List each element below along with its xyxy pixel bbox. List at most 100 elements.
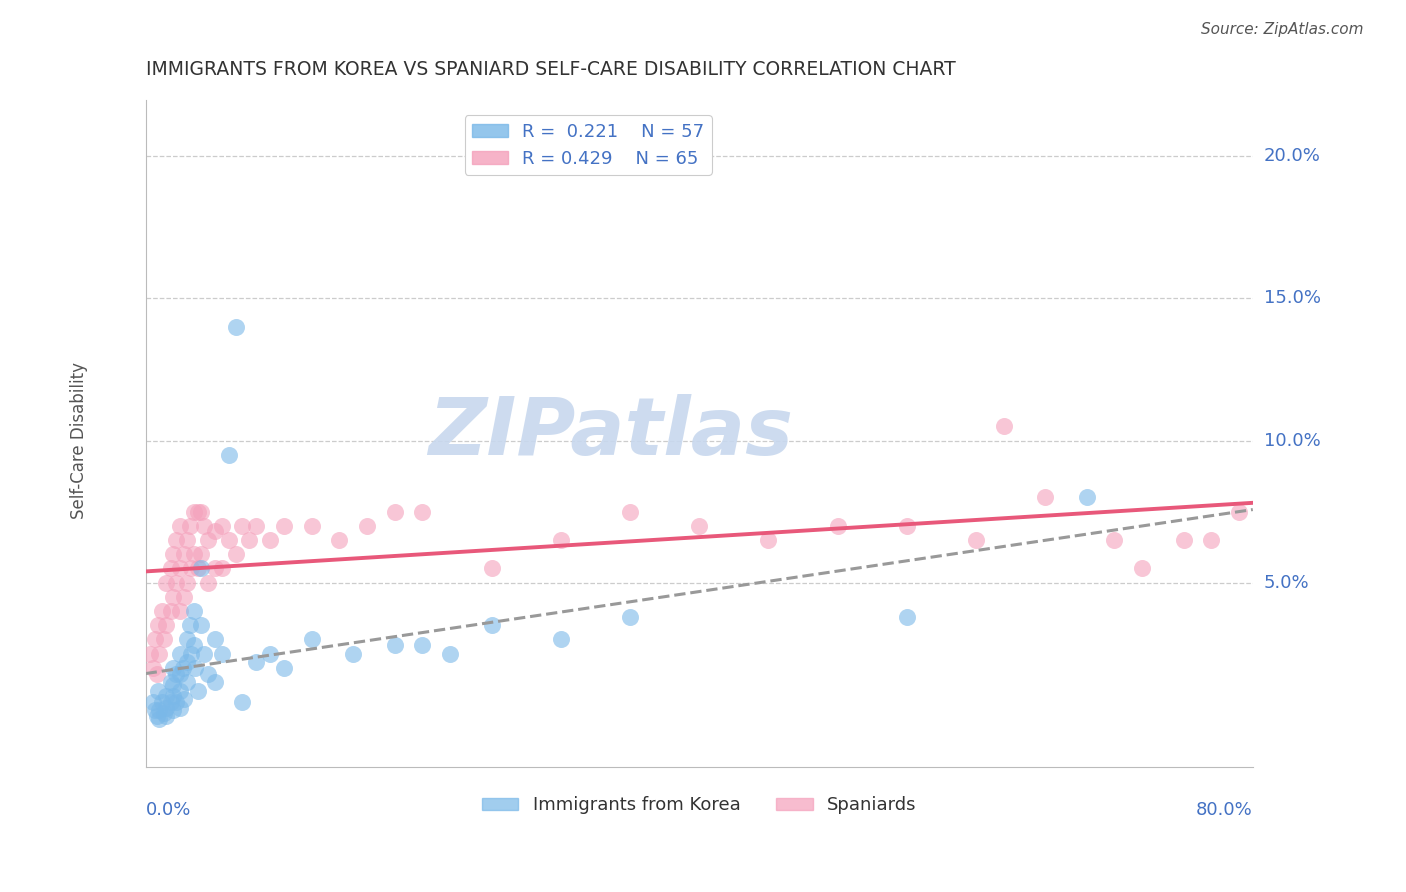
- Point: [165, 575, 187, 590]
- Point: [211, 518, 233, 533]
- Text: IMMIGRANTS FROM KOREA VS SPANIARD SELF-CARE DISABILITY CORRELATION CHART: IMMIGRANTS FROM KOREA VS SPANIARD SELF-C…: [146, 60, 955, 78]
- Point: [190, 504, 212, 518]
- Point: [896, 609, 918, 624]
- Point: [184, 661, 207, 675]
- Text: Source: ZipAtlas.com: Source: ZipAtlas.com: [1201, 22, 1364, 37]
- Point: [176, 533, 198, 547]
- Point: [159, 695, 181, 709]
- Point: [150, 695, 173, 709]
- Point: [384, 638, 406, 652]
- Text: 20.0%: 20.0%: [1264, 147, 1320, 165]
- Point: [152, 632, 174, 647]
- Point: [169, 683, 191, 698]
- Point: [179, 518, 201, 533]
- Point: [169, 647, 191, 661]
- Point: [896, 518, 918, 533]
- Point: [1033, 491, 1056, 505]
- Point: [172, 661, 194, 675]
- Point: [1227, 504, 1250, 518]
- Point: [162, 690, 184, 704]
- Point: [141, 695, 163, 709]
- Point: [225, 547, 247, 561]
- Point: [165, 666, 187, 681]
- Point: [211, 647, 233, 661]
- Point: [173, 547, 195, 561]
- Point: [148, 647, 170, 661]
- Point: [384, 504, 406, 518]
- Point: [439, 647, 461, 661]
- Point: [245, 518, 267, 533]
- Point: [259, 647, 281, 661]
- Point: [225, 319, 247, 334]
- Point: [159, 675, 181, 690]
- Point: [179, 618, 201, 632]
- Point: [619, 609, 641, 624]
- Point: [190, 561, 212, 575]
- Point: [550, 632, 572, 647]
- Point: [146, 618, 169, 632]
- Point: [190, 547, 212, 561]
- Point: [328, 533, 350, 547]
- Point: [187, 504, 209, 518]
- Point: [173, 692, 195, 706]
- Point: [176, 655, 198, 669]
- Point: [204, 524, 226, 539]
- Point: [169, 700, 191, 714]
- Point: [273, 661, 295, 675]
- Point: [155, 575, 177, 590]
- Point: [176, 575, 198, 590]
- Point: [1173, 533, 1195, 547]
- Legend: Immigrants from Korea, Spaniards: Immigrants from Korea, Spaniards: [475, 789, 924, 822]
- Point: [411, 638, 433, 652]
- Point: [411, 504, 433, 518]
- Point: [159, 604, 181, 618]
- Point: [139, 647, 162, 661]
- Point: [1130, 561, 1153, 575]
- Point: [827, 518, 849, 533]
- Point: [183, 504, 205, 518]
- Text: 15.0%: 15.0%: [1264, 290, 1320, 308]
- Point: [273, 518, 295, 533]
- Point: [204, 675, 226, 690]
- Point: [197, 533, 219, 547]
- Text: Self-Care Disability: Self-Care Disability: [70, 362, 89, 519]
- Point: [173, 590, 195, 604]
- Point: [183, 547, 205, 561]
- Point: [162, 661, 184, 675]
- Text: 10.0%: 10.0%: [1264, 432, 1320, 450]
- Point: [190, 618, 212, 632]
- Point: [197, 575, 219, 590]
- Point: [758, 533, 780, 547]
- Point: [176, 632, 198, 647]
- Point: [145, 709, 167, 723]
- Point: [141, 661, 163, 675]
- Point: [162, 590, 184, 604]
- Point: [245, 655, 267, 669]
- Point: [169, 561, 191, 575]
- Point: [143, 632, 166, 647]
- Point: [162, 703, 184, 717]
- Point: [1076, 491, 1098, 505]
- Point: [148, 703, 170, 717]
- Point: [180, 561, 202, 575]
- Point: [180, 647, 202, 661]
- Point: [169, 604, 191, 618]
- Point: [259, 533, 281, 547]
- Text: ZIPatlas: ZIPatlas: [429, 394, 793, 473]
- Point: [197, 666, 219, 681]
- Point: [155, 690, 177, 704]
- Point: [1104, 533, 1126, 547]
- Point: [165, 695, 187, 709]
- Point: [169, 666, 191, 681]
- Point: [231, 695, 253, 709]
- Point: [155, 618, 177, 632]
- Point: [183, 638, 205, 652]
- Point: [211, 561, 233, 575]
- Point: [218, 533, 240, 547]
- Point: [155, 700, 177, 714]
- Point: [342, 647, 364, 661]
- Point: [162, 547, 184, 561]
- Point: [204, 632, 226, 647]
- Point: [143, 703, 166, 717]
- Point: [146, 683, 169, 698]
